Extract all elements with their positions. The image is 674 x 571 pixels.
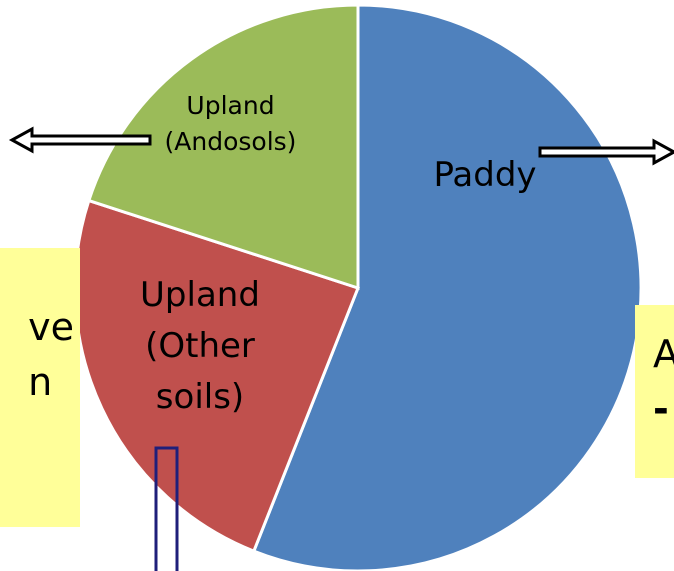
note-line: - <box>653 387 669 431</box>
pie-slice <box>86 3 360 291</box>
note-line: A <box>653 332 674 376</box>
note-line: ve <box>28 305 74 349</box>
left-note: ve n <box>0 248 80 527</box>
slice-label: Paddy <box>433 155 537 195</box>
marker <box>154 446 179 571</box>
slice-label: Upland (Other soils) <box>140 275 260 417</box>
arrow <box>8 126 152 154</box>
arrow <box>538 138 674 166</box>
note-line: n <box>28 360 53 404</box>
slice-label: Upland (Andosols) <box>164 91 297 157</box>
right-note-text: A - <box>653 327 674 437</box>
left-note-text: ve n <box>28 300 74 410</box>
right-note: A - <box>635 305 674 478</box>
